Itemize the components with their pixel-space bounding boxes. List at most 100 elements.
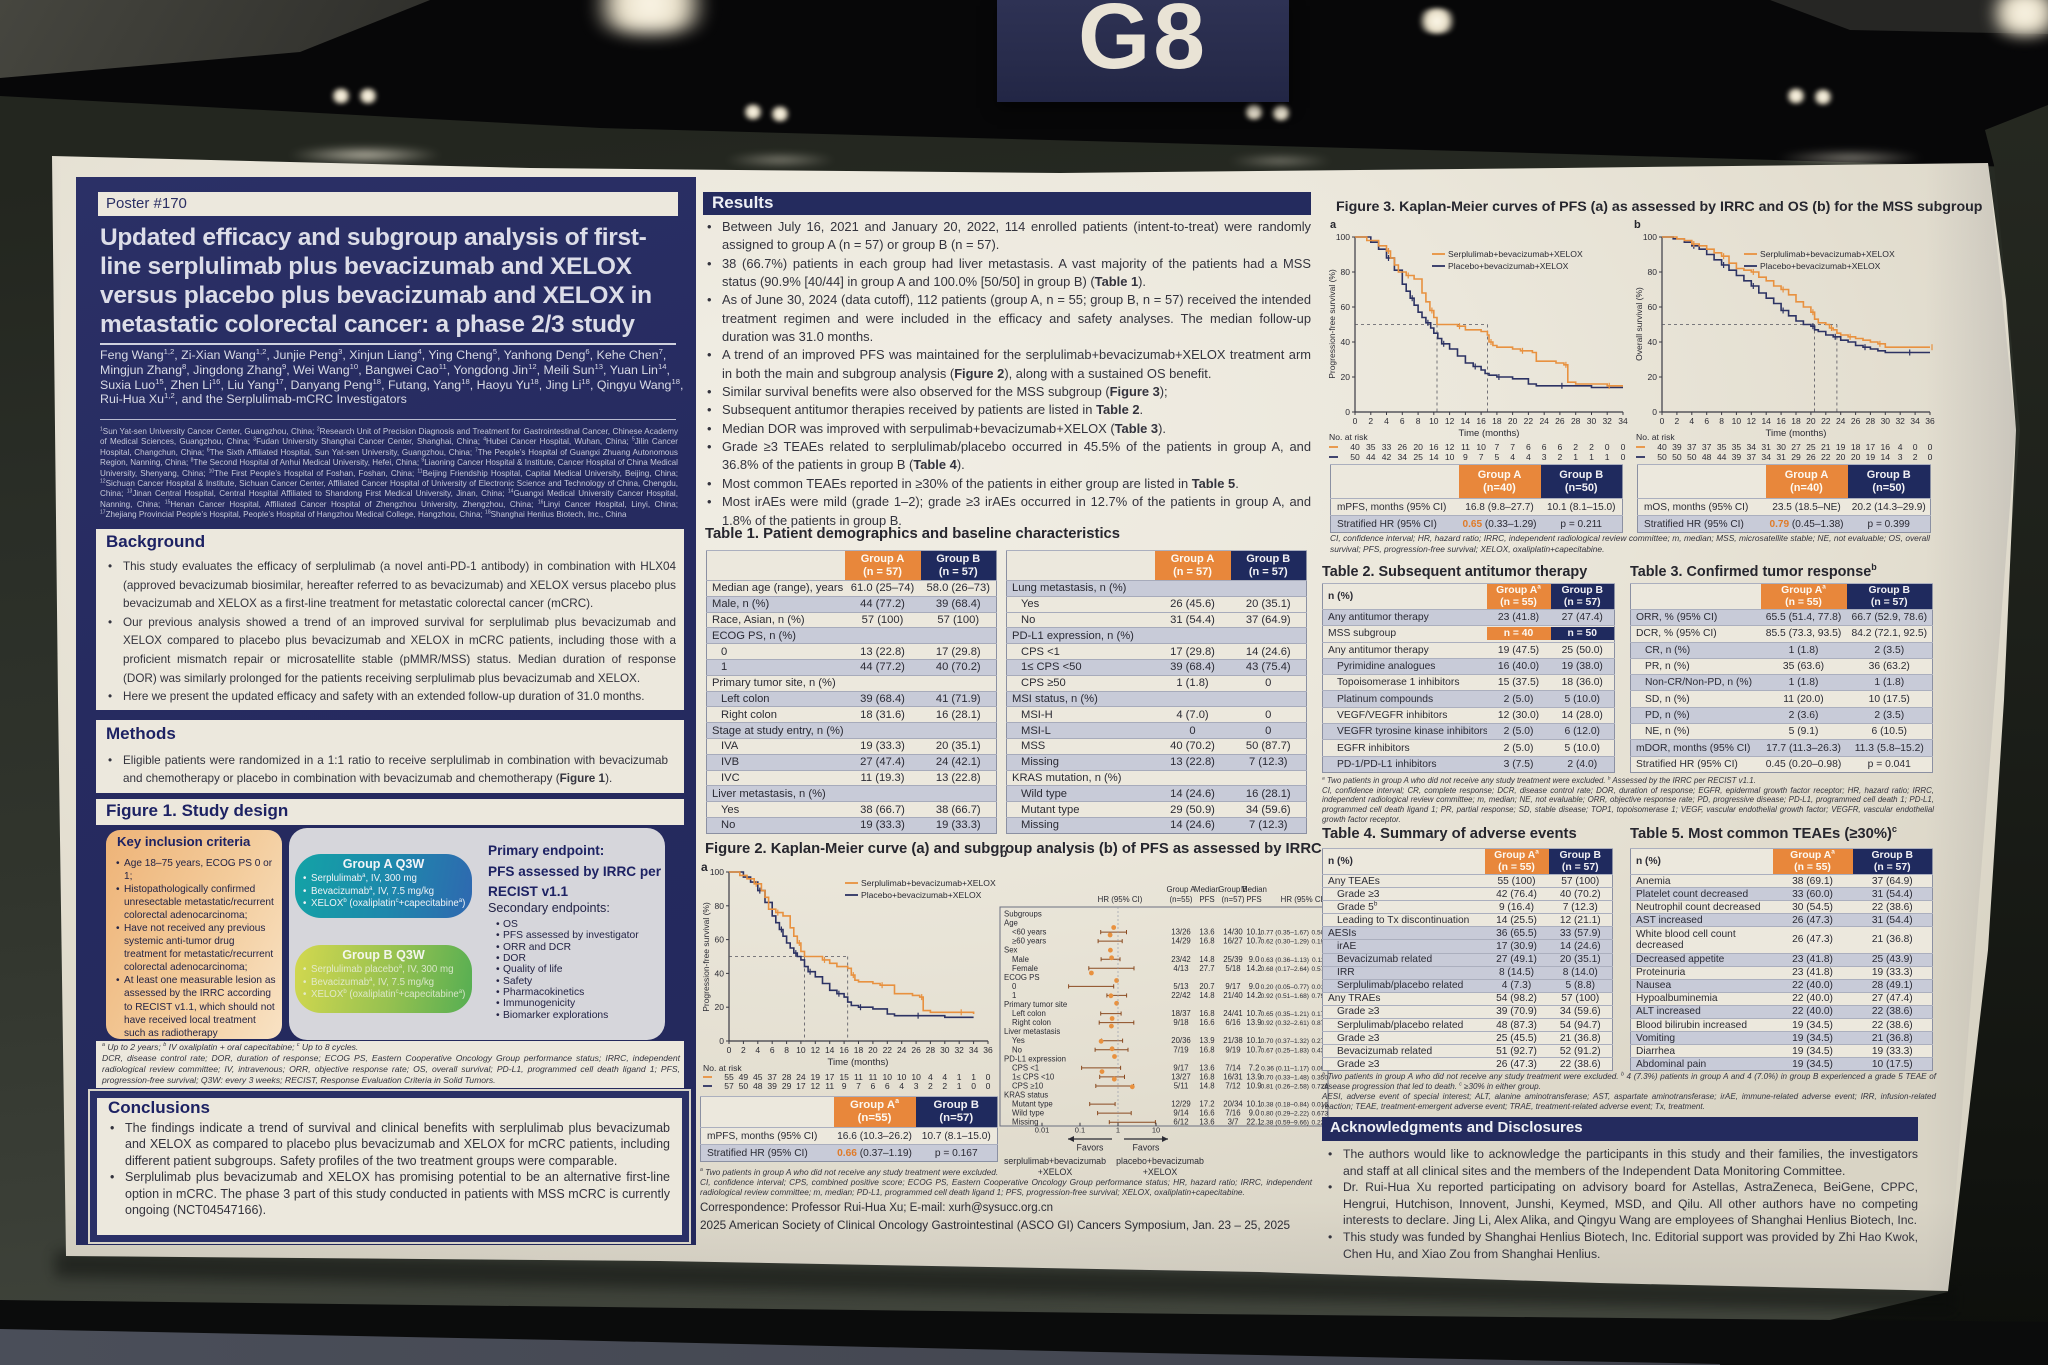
svg-text:20: 20: [715, 1002, 725, 1012]
svg-text:5/13: 5/13: [1173, 982, 1188, 991]
svg-text:28: 28: [1571, 416, 1581, 426]
svg-text:12: 12: [811, 1045, 821, 1055]
svg-text:8: 8: [1416, 416, 1421, 426]
svg-text:16: 16: [1429, 442, 1439, 452]
svg-text:20: 20: [868, 1045, 878, 1055]
svg-text:10: 10: [883, 1072, 893, 1082]
svg-text:29: 29: [782, 1081, 792, 1091]
svg-text:No. at risk: No. at risk: [1329, 432, 1368, 442]
svg-text:29: 29: [1791, 452, 1801, 462]
svg-text:7: 7: [856, 1081, 861, 1091]
svg-text:Primary tumor site: Primary tumor site: [1004, 1000, 1067, 1009]
svg-text:9/17: 9/17: [1173, 1063, 1188, 1072]
svg-text:0.62 (0.30–1.29): 0.62 (0.30–1.29): [1261, 939, 1309, 946]
svg-text:30: 30: [940, 1045, 950, 1055]
svg-text:34: 34: [1747, 442, 1757, 452]
svg-text:60: 60: [1648, 302, 1658, 312]
svg-text:34: 34: [1398, 452, 1408, 462]
svg-text:0: 0: [1345, 407, 1350, 417]
svg-text:24: 24: [796, 1072, 806, 1082]
svg-text:4: 4: [1526, 452, 1531, 462]
svg-text:Liver metastasis: Liver metastasis: [1004, 1027, 1060, 1036]
svg-text:2: 2: [1589, 442, 1594, 452]
svg-text:9/18: 9/18: [1173, 1018, 1188, 1027]
svg-text:2: 2: [942, 1081, 947, 1091]
svg-text:0: 0: [971, 1081, 976, 1091]
svg-text:0.019: 0.019: [1311, 984, 1328, 991]
svg-text:6: 6: [1704, 416, 1709, 426]
svg-text:80: 80: [1648, 267, 1658, 277]
svg-text:23/42: 23/42: [1171, 955, 1191, 964]
svg-text:Wild type: Wild type: [1012, 1109, 1044, 1118]
svg-text:10.7: 10.7: [1246, 937, 1261, 946]
svg-text:22: 22: [883, 1045, 893, 1055]
svg-text:Serplulimab+bevacizumab+XELOX: Serplulimab+bevacizumab+XELOX: [1760, 249, 1895, 259]
svg-text:1: 1: [971, 1072, 976, 1082]
svg-text:12: 12: [1445, 416, 1455, 426]
svg-text:Left colon: Left colon: [1012, 1009, 1046, 1018]
svg-text:0: 0: [1012, 982, 1017, 991]
svg-text:12: 12: [811, 1081, 821, 1091]
svg-text:Serplulimab+bevacizumab+XELOX: Serplulimab+bevacizumab+XELOX: [1448, 249, 1583, 259]
svg-text:9.0: 9.0: [1249, 955, 1261, 964]
svg-text:5: 5: [1495, 452, 1500, 462]
svg-text:0.271: 0.271: [1311, 1038, 1328, 1045]
svg-text:0.20 (0.05–0.77): 0.20 (0.05–0.77): [1261, 984, 1309, 991]
svg-text:2.38 (0.59–9.66): 2.38 (0.59–9.66): [1261, 1120, 1309, 1127]
svg-text:48: 48: [1702, 452, 1712, 462]
svg-text:1≤ CPS <10: 1≤ CPS <10: [1012, 1072, 1055, 1081]
svg-text:16/31: 16/31: [1223, 1072, 1243, 1081]
svg-text:39: 39: [1732, 452, 1742, 462]
svg-text:17: 17: [825, 1072, 835, 1082]
svg-text:60: 60: [1341, 302, 1351, 312]
svg-text:1: 1: [957, 1081, 962, 1091]
svg-text:7.2: 7.2: [1249, 1063, 1260, 1072]
svg-text:9/19: 9/19: [1225, 1045, 1240, 1054]
svg-text:4: 4: [1898, 442, 1903, 452]
svg-text:Right colon: Right colon: [1012, 1018, 1051, 1027]
svg-text:7/12: 7/12: [1225, 1082, 1240, 1091]
svg-text:0.63 (0.36–1.13): 0.63 (0.36–1.13): [1261, 957, 1309, 964]
svg-text:16: 16: [839, 1045, 849, 1055]
svg-text:7: 7: [1479, 452, 1484, 462]
svg-text:19: 19: [811, 1072, 821, 1082]
svg-text:0.92 (0.32–2.61): 0.92 (0.32–2.61): [1261, 1020, 1309, 1027]
svg-text:0.174: 0.174: [1311, 1011, 1328, 1018]
svg-text:15: 15: [839, 1072, 849, 1082]
svg-text:10.1: 10.1: [1246, 1036, 1261, 1045]
svg-text:Progression-free survival (%): Progression-free survival (%): [701, 902, 711, 1012]
svg-text:Time (months): Time (months): [828, 1057, 889, 1068]
svg-text:34: 34: [1910, 416, 1920, 426]
svg-text:32: 32: [1602, 416, 1612, 426]
svg-text:24: 24: [1539, 416, 1549, 426]
svg-text:0: 0: [1660, 416, 1665, 426]
svg-text:80: 80: [715, 901, 725, 911]
svg-text:16.6: 16.6: [1199, 1109, 1214, 1118]
svg-text:Group A: Group A: [1167, 885, 1197, 894]
svg-text:49: 49: [739, 1072, 749, 1082]
svg-text:16/27: 16/27: [1223, 937, 1243, 946]
svg-text:20: 20: [1413, 442, 1423, 452]
svg-text:9.0: 9.0: [1249, 982, 1261, 991]
svg-text:0: 0: [1621, 452, 1626, 462]
svg-text:34: 34: [1761, 452, 1771, 462]
svg-text:11: 11: [825, 1081, 834, 1091]
svg-text:60: 60: [715, 935, 725, 945]
svg-text:20: 20: [1341, 372, 1351, 382]
svg-text:0: 0: [719, 1036, 724, 1046]
svg-text:1: 1: [957, 1072, 962, 1082]
svg-text:10: 10: [1732, 416, 1742, 426]
svg-text:13/27: 13/27: [1171, 1072, 1191, 1081]
svg-text:0.119: 0.119: [1312, 957, 1328, 964]
svg-text:22: 22: [1821, 416, 1831, 426]
svg-text:4: 4: [1689, 416, 1694, 426]
svg-text:44: 44: [1717, 452, 1727, 462]
svg-text:ECOG PS: ECOG PS: [1004, 973, 1040, 982]
svg-text:14.2: 14.2: [1246, 991, 1261, 1000]
svg-text:PFS: PFS: [1199, 895, 1214, 904]
svg-text:16.8: 16.8: [1199, 1009, 1214, 1018]
svg-text:0.673: 0.673: [1311, 1111, 1328, 1118]
svg-text:39: 39: [1672, 442, 1682, 452]
svg-text:8: 8: [1719, 416, 1724, 426]
svg-text:4: 4: [1510, 452, 1515, 462]
